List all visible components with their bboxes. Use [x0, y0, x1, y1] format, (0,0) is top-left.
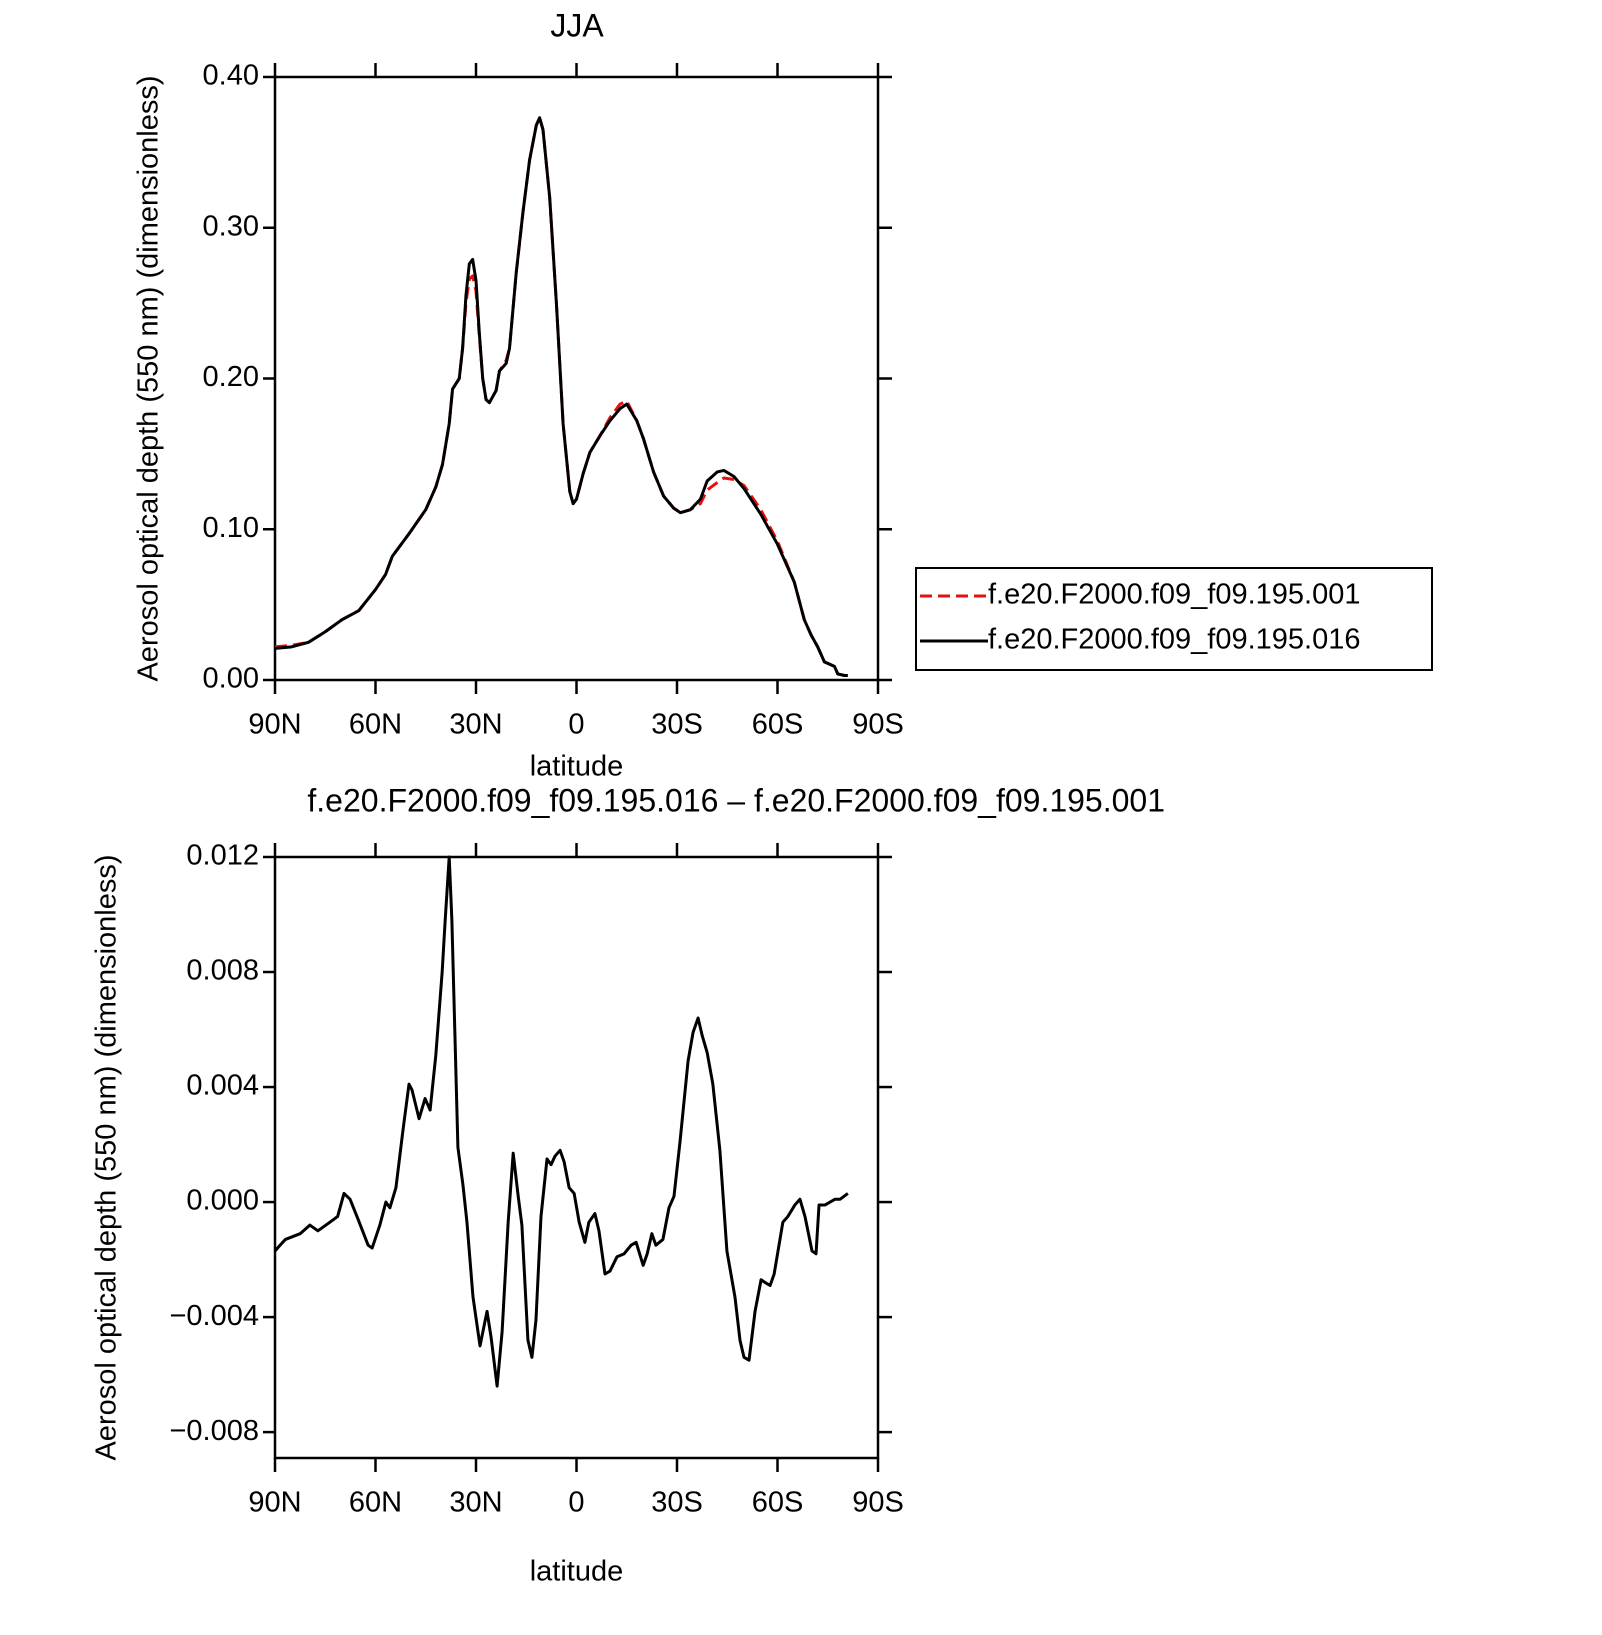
- x-tick-label: 0: [568, 1487, 584, 1519]
- x-tick-label: 60N: [349, 1487, 402, 1519]
- x-tick-label: 30S: [651, 709, 703, 741]
- x-tick-label: 90S: [852, 709, 904, 741]
- legend-box: [915, 567, 1433, 671]
- y-axis-label: Aerosol optical depth (550 nm) (dimensio…: [91, 854, 123, 1460]
- y-tick-label: 0.30: [203, 210, 259, 242]
- x-tick-label: 60N: [349, 709, 402, 741]
- legend-label: f.e20.F2000.f09_f09.195.001: [988, 579, 1360, 611]
- x-tick-label: 60S: [752, 1487, 804, 1519]
- plot-frame: [273, 75, 880, 682]
- y-tick-label: 0.20: [203, 361, 259, 393]
- data-line: [273, 855, 849, 1388]
- y-tick-label: 0.008: [186, 955, 259, 987]
- chart-title: f.e20.F2000.f09_f09.195.016 – f.e20.F200…: [307, 782, 1165, 818]
- y-tick-label: 0.012: [186, 840, 259, 872]
- y-axis-label: Aerosol optical depth (550 nm) (dimensio…: [133, 75, 165, 681]
- x-axis-label: latitude: [530, 1556, 624, 1588]
- x-axis-label: latitude: [530, 751, 624, 783]
- y-tick-label: −0.008: [169, 1415, 259, 1447]
- data-line: [274, 116, 848, 677]
- chart-title: JJA: [550, 7, 604, 43]
- plot-frame: [273, 855, 880, 1460]
- legend-label: f.e20.F2000.f09_f09.195.016: [988, 624, 1360, 656]
- x-tick-label: 0: [568, 709, 584, 741]
- y-tick-label: 0.00: [203, 663, 259, 695]
- y-tick-label: 0.004: [186, 1070, 259, 1102]
- y-tick-label: 0.10: [203, 512, 259, 544]
- y-tick-label: 0.000: [186, 1185, 259, 1217]
- x-tick-label: 30S: [651, 1487, 703, 1519]
- y-tick-label: −0.004: [169, 1300, 259, 1332]
- y-tick-label: 0.40: [203, 60, 259, 92]
- x-tick-label: 90N: [248, 709, 301, 741]
- x-tick-label: 90N: [248, 1487, 301, 1519]
- x-tick-label: 30N: [449, 709, 502, 741]
- x-tick-label: 30N: [449, 1487, 502, 1519]
- x-tick-label: 60S: [752, 709, 804, 741]
- x-tick-label: 90S: [852, 1487, 904, 1519]
